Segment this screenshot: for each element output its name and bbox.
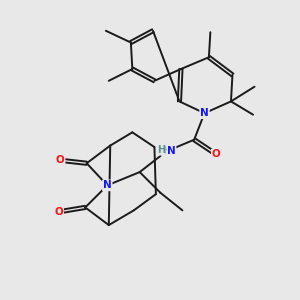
Text: H: H [157,145,165,155]
Text: N: N [167,146,176,157]
Text: O: O [56,155,64,165]
Text: N: N [200,108,209,118]
Text: H: H [162,146,170,157]
Text: O: O [54,207,63,217]
Text: O: O [212,149,220,159]
Text: N: N [103,180,112,190]
